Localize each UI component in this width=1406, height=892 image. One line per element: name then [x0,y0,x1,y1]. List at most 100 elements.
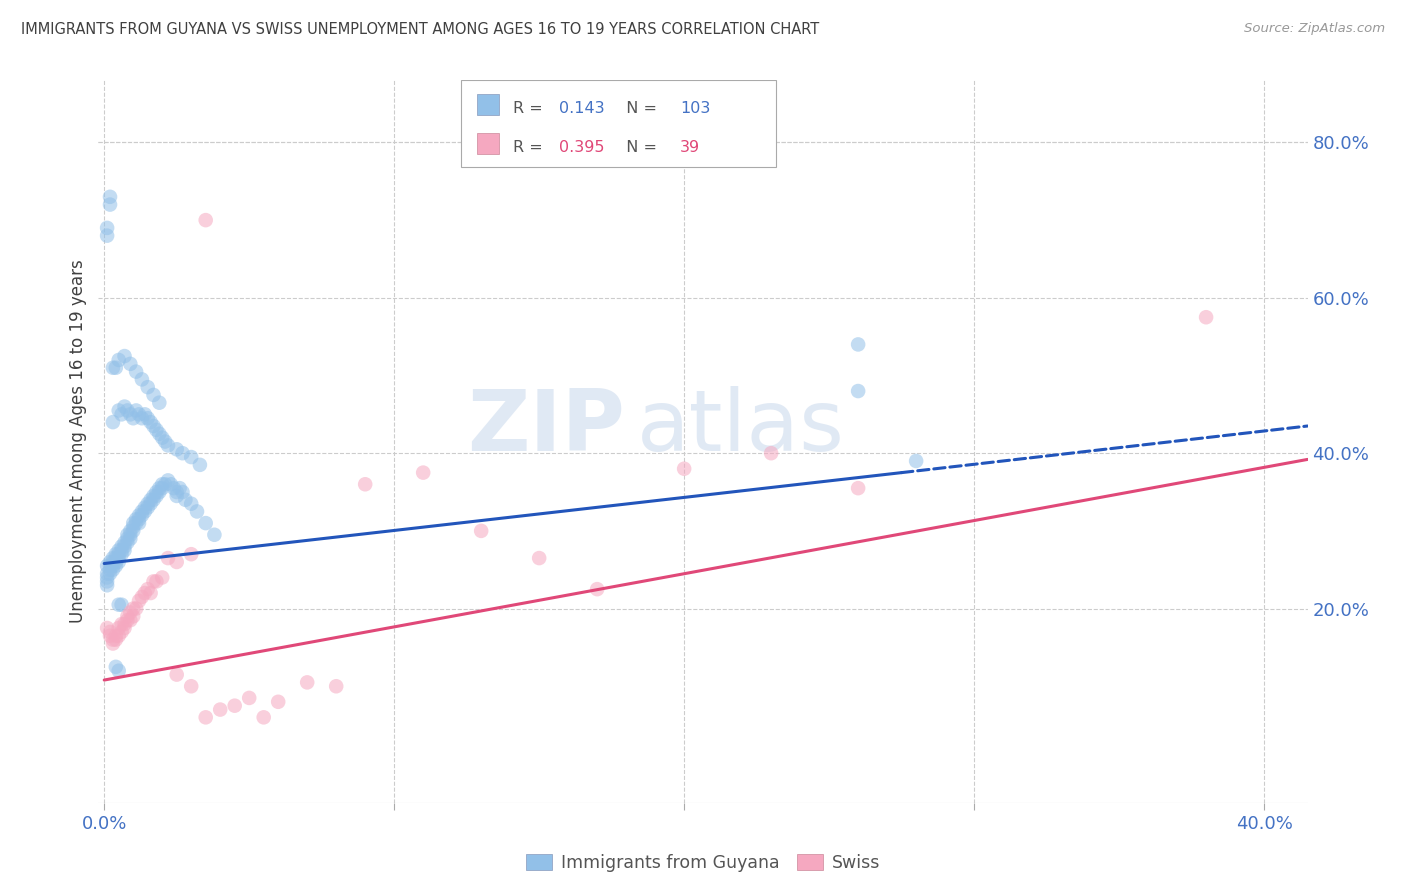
Point [107,555,129,569]
Point [98,629,121,643]
Point [172,485,194,500]
Point [134,504,156,518]
Point [194,213,217,227]
Point [96,220,118,235]
Point [139,492,162,507]
Point [156,438,179,452]
Point [101,563,124,577]
Point [98,624,121,639]
Point [114,540,136,554]
Point [122,411,145,425]
Text: N =: N = [616,102,662,116]
Point [145,489,167,503]
Point [224,698,246,713]
Bar [461,80,776,167]
Point [134,500,156,515]
Point [101,551,124,566]
Point [186,504,208,518]
Point [142,419,165,434]
Point [136,380,159,394]
Point [131,411,153,425]
Point [98,197,121,211]
Point [156,474,179,488]
Point [148,485,170,500]
Point [172,446,194,460]
Point [101,558,124,573]
Point [134,408,156,422]
Text: R =: R = [513,102,548,116]
Point [174,492,197,507]
Bar [477,94,499,115]
Point [325,679,347,693]
Point [120,606,142,620]
Point [98,563,121,577]
Text: Source: ZipAtlas.com: Source: ZipAtlas.com [1244,22,1385,36]
Point [180,679,202,693]
Point [128,594,150,608]
Point [110,598,132,612]
Point [128,508,150,523]
Point [125,403,148,417]
Point [136,411,159,425]
Point [114,621,136,635]
Point [139,586,162,600]
Point [101,415,124,429]
Point [120,357,142,371]
Point [114,617,136,632]
Point [125,516,148,530]
Point [122,609,145,624]
Text: N =: N = [616,140,662,155]
Point [145,423,167,437]
Text: IMMIGRANTS FROM GUYANA VS SWISS UNEMPLOYMENT AMONG AGES 16 TO 19 YEARS CORRELATI: IMMIGRANTS FROM GUYANA VS SWISS UNEMPLOY… [21,22,820,37]
Point [153,434,176,449]
Point [107,598,129,612]
Text: 0.395: 0.395 [560,140,605,155]
Text: 103: 103 [681,102,710,116]
Point [163,481,186,495]
Point [96,566,118,581]
Point [131,504,153,518]
Text: 0.143: 0.143 [560,102,605,116]
Point [148,481,170,495]
Point [267,695,290,709]
Point [125,601,148,615]
Point [412,466,434,480]
Point [128,512,150,526]
Point [153,477,176,491]
Point [180,547,202,561]
Point [122,601,145,615]
Point [188,458,211,472]
Point [846,337,869,351]
Point [156,551,179,566]
Y-axis label: Unemployment Among Ages 16 to 19 years: Unemployment Among Ages 16 to 19 years [69,260,87,624]
Point [527,551,550,566]
Point [114,349,136,363]
Point [194,516,217,530]
Point [120,613,142,627]
Point [104,551,127,566]
Point [139,415,162,429]
Point [142,492,165,507]
Point [114,400,136,414]
Point [136,500,159,515]
Point [142,574,165,589]
Point [122,524,145,538]
Point [905,454,928,468]
Point [128,516,150,530]
Point [125,365,148,379]
Point [107,403,129,417]
Point [202,528,225,542]
Point [354,477,377,491]
Point [673,461,696,475]
Point [96,574,118,589]
Point [120,524,142,538]
Point [110,547,132,561]
Point [150,477,173,491]
Point [253,710,276,724]
Point [209,702,232,716]
Point [107,547,129,561]
Point [145,485,167,500]
Point [1195,310,1218,325]
Point [134,586,156,600]
Point [110,540,132,554]
